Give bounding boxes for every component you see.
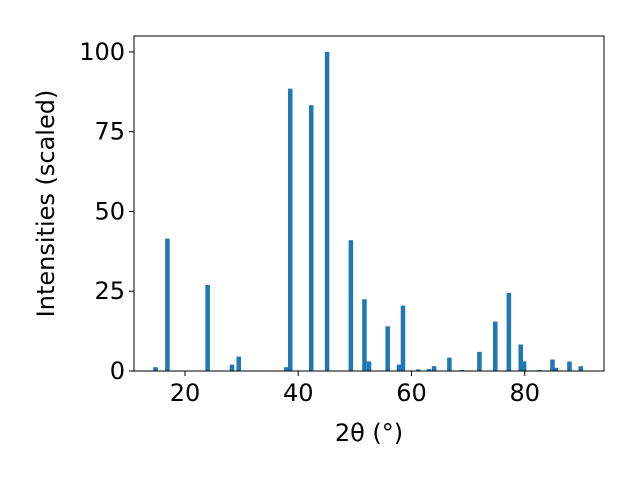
bar bbox=[447, 357, 452, 371]
bars-group bbox=[153, 51, 584, 371]
bar bbox=[477, 351, 482, 371]
bar bbox=[416, 369, 421, 371]
y-tick-label: 75 bbox=[94, 118, 125, 146]
bar bbox=[205, 284, 210, 371]
bar bbox=[506, 292, 512, 371]
y-tick-label: 50 bbox=[94, 197, 125, 225]
bar bbox=[550, 359, 555, 371]
y-tick-label: 25 bbox=[94, 277, 125, 305]
bar bbox=[521, 361, 527, 371]
bar bbox=[284, 367, 289, 371]
bar bbox=[348, 240, 354, 371]
bar bbox=[385, 326, 390, 371]
bar bbox=[518, 344, 524, 371]
y-tick-label: 0 bbox=[110, 357, 125, 385]
bar bbox=[229, 364, 235, 371]
plot-frame bbox=[133, 35, 605, 372]
bar bbox=[308, 105, 314, 371]
bar bbox=[165, 238, 170, 371]
bar bbox=[400, 305, 406, 371]
bar bbox=[578, 366, 584, 371]
bar bbox=[396, 364, 402, 371]
bar bbox=[553, 367, 559, 371]
bar bbox=[431, 366, 437, 371]
bar bbox=[493, 321, 498, 371]
x-axis-label: 2θ (°) bbox=[335, 419, 403, 447]
bar bbox=[288, 88, 293, 371]
y-axis-ticks: 0 25 50 75 100 bbox=[79, 38, 134, 385]
x-tick-label: 60 bbox=[396, 379, 427, 407]
bar bbox=[153, 367, 158, 371]
x-tick-label: 20 bbox=[170, 379, 201, 407]
bar bbox=[426, 369, 432, 371]
bar bbox=[362, 299, 367, 371]
bar bbox=[567, 361, 572, 371]
x-tick-label: 80 bbox=[509, 379, 540, 407]
y-axis-label: Intensities (scaled) bbox=[32, 90, 60, 318]
y-tick-label: 100 bbox=[79, 38, 125, 66]
x-axis-ticks: 20 40 60 80 bbox=[170, 371, 540, 407]
x-tick-label: 40 bbox=[283, 379, 314, 407]
bar bbox=[366, 361, 372, 371]
bar bbox=[236, 356, 242, 371]
bar bbox=[324, 51, 330, 371]
